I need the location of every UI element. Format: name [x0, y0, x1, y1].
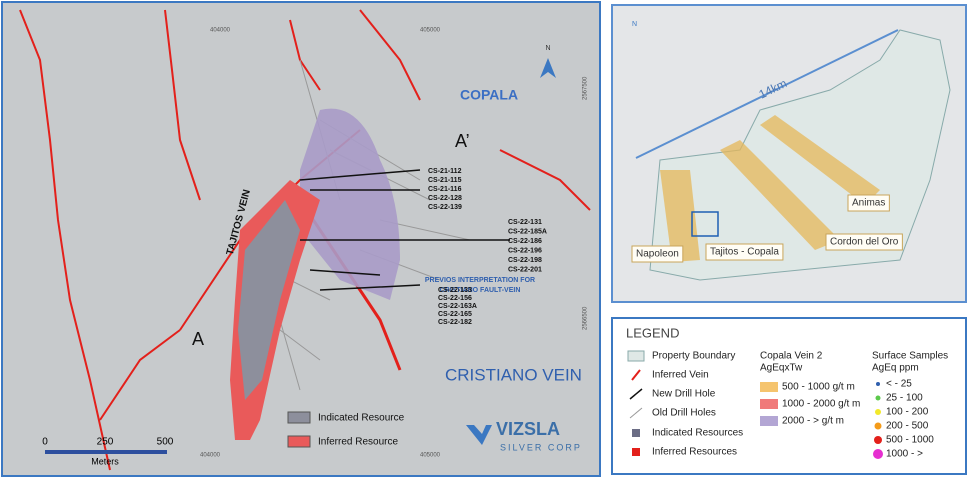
legend-subtitle: Surface Samples: [872, 351, 948, 362]
area-label-box: [705, 243, 784, 261]
scale-tick: 0: [42, 437, 48, 448]
scale-unit: Meters: [91, 456, 119, 466]
previous-label: PREVIOS INTERPRETATION FOR: [425, 277, 535, 284]
area-label: Tajitos - Copala: [710, 247, 779, 258]
coordinate: 405000: [420, 28, 441, 34]
legend-dot: [874, 436, 882, 444]
legend-swatch: [287, 411, 311, 424]
logo-sub: SILVER CORP: [500, 442, 582, 452]
legend-item: Property Boundary: [652, 351, 735, 362]
legend-dot: [874, 422, 882, 430]
legend-item: 200 - 500: [886, 421, 929, 432]
legend-item: < - 25: [886, 379, 912, 390]
legend-item: Inferred Resources: [652, 447, 737, 458]
drill-hole-label: CS-22-163A: [438, 303, 477, 310]
north-arrow: [540, 58, 556, 78]
drill-hole-label: CS-21-115: [428, 177, 462, 184]
legend-item: 500 - 1000 g/t m: [782, 382, 855, 393]
legend-icon: [629, 407, 643, 419]
coordinate: 404000: [210, 28, 231, 34]
distance-line: [635, 29, 899, 159]
legend-icon: [632, 429, 640, 437]
legend-icon: [631, 369, 641, 381]
trends: [660, 115, 880, 262]
drill-hole-label: CS-22-165: [438, 311, 472, 318]
drill-hole-label: CS-22-182: [438, 319, 472, 326]
resource-legend: Indicated Resource: [318, 413, 405, 424]
north-label: N: [545, 45, 550, 52]
coordinate: 2567500: [583, 76, 589, 100]
legend-dot: [875, 395, 881, 401]
legend-item: New Drill Hole: [652, 389, 716, 400]
legend-subtitle: AgEq ppm: [872, 363, 919, 374]
legend-item: Old Drill Holes: [652, 408, 716, 419]
legend-item: 1000 - >: [886, 449, 923, 460]
coordinate: 2566500: [583, 306, 589, 330]
legend-swatch: [760, 399, 778, 409]
legend-icon: [629, 388, 643, 400]
area-label: Animas: [852, 198, 885, 209]
legend-subtitle: AgEqxTw: [760, 363, 803, 374]
legend-dot: [875, 409, 881, 415]
cristiano-label: CRISTIANO VEIN: [445, 365, 582, 384]
scale-tick: 250: [97, 437, 114, 448]
drill-hole-label: CS-22-201: [508, 266, 542, 273]
drill-hole-label: CS-22-198: [508, 257, 542, 264]
legend-item: 25 - 100: [886, 393, 923, 404]
drill-hole-label: CS-22-186: [508, 238, 542, 245]
a-label: A: [192, 329, 204, 349]
zoom-box: [691, 211, 719, 237]
drill-hole-label: CS-22-139: [428, 204, 462, 211]
legend-title: LEGEND: [626, 325, 679, 340]
drill-hole-label: CS-22-128: [428, 195, 462, 202]
scale-tick: 500: [157, 437, 174, 448]
resource-legend: Inferred Resource: [318, 437, 398, 448]
legend-icon: [627, 350, 645, 362]
legend-item: Indicated Resources: [652, 428, 743, 439]
legend-item: 500 - 1000: [886, 435, 934, 446]
resource-high: [300, 108, 400, 300]
legend-item: 2000 - > g/t m: [782, 416, 844, 427]
legend-box: [611, 317, 967, 475]
drill-hole-label: CS-21-116: [428, 186, 462, 193]
legend-dot: [873, 449, 883, 459]
legend-swatch: [287, 435, 311, 448]
copala-label: COPALA: [460, 87, 518, 103]
area-label: Cordon del Oro: [830, 237, 899, 248]
drill-hole-label: CS-22-185A: [508, 228, 547, 235]
area-label-box: [825, 233, 903, 251]
legend-item: 1000 - 2000 g/t m: [782, 399, 860, 410]
indicated-resource: [238, 200, 300, 400]
a-prime-label: A’: [455, 131, 470, 151]
legend-swatch: [760, 382, 778, 392]
drill-hole-label: CS-22-156: [438, 295, 472, 302]
area-label-box: [631, 245, 684, 263]
previous-label: CRISTIANO FAULT-VEIN: [440, 287, 521, 294]
drill-hole-label: CS-22-196: [508, 247, 542, 254]
logo-name: VIZSLA: [496, 419, 560, 439]
area-label: Napoleon: [636, 249, 679, 260]
drill-hole-label: CS-22-131: [508, 219, 542, 226]
new-drill-holes: [299, 169, 510, 291]
coordinate: 405000: [420, 453, 441, 459]
legend-subtitle: Copala Vein 2: [760, 351, 823, 362]
legend-dot: [876, 382, 880, 386]
area-label-box: [847, 194, 890, 212]
drill-hole-label: CS-21-112: [428, 168, 462, 175]
scale-bar: [45, 450, 167, 454]
north-label: N: [632, 21, 637, 28]
legend-item: 100 - 200: [886, 407, 929, 418]
logo-mark: [466, 425, 492, 445]
legend-swatch: [760, 416, 778, 426]
drill-hole-label: CS-22-133: [438, 287, 472, 294]
legend-icon: [632, 448, 640, 456]
legend-item: Inferred Vein: [652, 370, 709, 381]
coordinate: 404000: [200, 453, 221, 459]
